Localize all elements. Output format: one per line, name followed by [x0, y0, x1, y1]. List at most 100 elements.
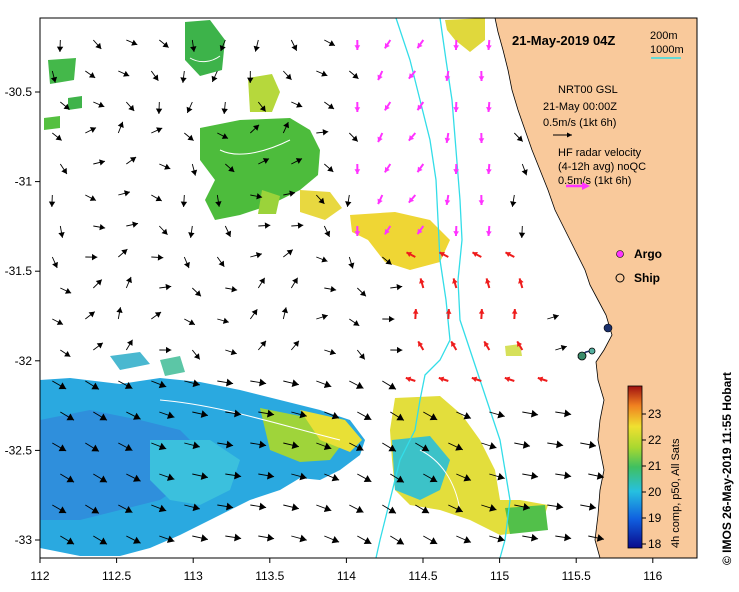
velocity-arrowhead — [455, 505, 463, 513]
velocity-arrowhead — [438, 376, 445, 383]
velocity-arrowhead — [564, 409, 572, 418]
velocity-arrowhead — [385, 258, 392, 265]
x-tick-label: 115.5 — [562, 569, 591, 583]
velocity-arrowhead — [50, 76, 58, 83]
map-title: 21-May-2019 04Z — [512, 33, 615, 48]
velocity-arrowhead — [478, 309, 485, 314]
velocity-arrowhead — [66, 475, 75, 483]
velocity-arrowhead — [321, 256, 328, 263]
x-axis: 112 112.5 113 113.5 114 114.5 115 115.5 116 — [30, 558, 663, 583]
y-axis: -30.5 -31 -31.5 -32 -32.5 -33 — [5, 85, 40, 547]
velocity-arrowhead — [256, 193, 263, 200]
velocity-arrowhead — [377, 74, 383, 81]
velocity-arrowhead — [295, 158, 303, 164]
velocity-arrowhead — [396, 346, 403, 354]
velocity-arrowhead — [260, 340, 267, 347]
svg-text:0.5m/s (1kt 6h): 0.5m/s (1kt 6h) — [543, 117, 616, 129]
velocity-arrowhead — [352, 72, 359, 79]
velocity-arrowhead — [192, 379, 200, 388]
velocity-arrowhead — [91, 382, 99, 390]
velocity-arrowhead — [510, 201, 517, 207]
velocity-arrowhead — [165, 346, 172, 354]
y-tick-label: -32.5 — [5, 443, 33, 457]
velocity-arrowhead — [193, 353, 200, 360]
velocity-arrowhead — [405, 376, 412, 383]
velocity-arrowhead — [321, 70, 328, 77]
velocity-arrowhead — [259, 502, 267, 511]
velocity-arrowhead — [419, 278, 425, 284]
velocity-arrowhead — [516, 135, 523, 142]
velocity-arrowhead — [155, 108, 163, 114]
ship-track — [577, 323, 613, 361]
velocity-arrowhead — [388, 315, 395, 323]
velocity-arrowhead — [267, 533, 275, 542]
velocity-arrowhead — [377, 136, 383, 143]
velocity-arrowhead — [283, 122, 290, 129]
velocity-arrowhead — [537, 376, 544, 383]
velocity-arrowhead — [429, 413, 438, 421]
velocity-arrowhead — [530, 533, 539, 542]
velocity-arrowhead — [323, 380, 332, 388]
sst-contours — [159, 55, 461, 511]
velocity-arrowhead — [58, 382, 67, 390]
velocity-arrowhead — [123, 190, 130, 197]
velocity-arrowhead — [323, 442, 332, 450]
velocity-arrowhead — [230, 349, 237, 356]
velocity-arrowhead — [88, 311, 95, 318]
velocity-arrowhead — [267, 409, 275, 418]
velocity-arrowhead — [156, 127, 163, 134]
velocity-arrowhead — [155, 195, 162, 202]
marker-legend: Argo Ship — [615, 247, 662, 285]
velocity-arrowhead — [247, 77, 254, 83]
x-tick-label: 114 — [337, 569, 356, 583]
velocity-arrowhead — [588, 502, 597, 511]
velocity-arrowhead — [489, 442, 497, 450]
velocity-arrowhead — [451, 341, 457, 347]
velocity-arrowhead — [291, 44, 298, 51]
velocity-arrowhead — [58, 444, 67, 452]
velocity-arrowhead — [253, 45, 260, 52]
velocity-arrowhead — [52, 261, 58, 268]
isobath-lines — [375, 18, 511, 558]
velocity-arrowhead — [353, 320, 360, 326]
velocity-arrowhead — [166, 411, 175, 419]
isobath-legend: 200m 1000m — [650, 30, 684, 59]
velocity-arrowhead — [363, 475, 372, 482]
velocity-arrowhead — [354, 107, 361, 112]
velocity-arrowhead — [408, 73, 415, 79]
velocity-arrowhead — [417, 166, 423, 173]
velocity-arrowhead — [180, 201, 188, 207]
velocity-arrowhead — [511, 309, 518, 314]
velocity-arrowhead — [161, 228, 168, 235]
velocity-arrowhead — [132, 221, 139, 228]
velocity-arrowhead — [124, 382, 133, 389]
velocity-arrowhead — [226, 440, 234, 449]
velocity-arrowhead — [218, 260, 225, 267]
velocity-arrowhead — [297, 222, 304, 229]
radar-velocity-legend: HF radar velocity (4-12h avg) noQC 0.5m/… — [558, 147, 646, 190]
velocity-arrowhead — [192, 441, 200, 450]
velocity-arrowhead — [123, 70, 130, 77]
argo-label: Argo — [634, 247, 662, 261]
x-tick-label: 113 — [184, 569, 203, 583]
velocity-arrowhead — [429, 537, 438, 545]
velocity-arrowhead — [251, 309, 258, 316]
velocity-arrowhead — [219, 44, 226, 52]
velocity-arrowhead — [99, 159, 105, 166]
velocity-arrowhead — [66, 537, 75, 545]
velocity-arrowhead — [200, 534, 208, 542]
velocity-arrowhead — [91, 506, 99, 514]
velocity-arrowhead — [384, 42, 390, 49]
svg-text:NRT00 GSL: NRT00 GSL — [558, 84, 618, 96]
velocity-arrowhead — [133, 412, 141, 420]
sst-patches — [40, 18, 548, 556]
velocity-arrowhead — [291, 379, 299, 388]
velocity-arrowhead — [596, 472, 604, 480]
svg-text:HF radar velocity: HF radar velocity — [558, 147, 642, 159]
colorbar-tick-label: 22 — [648, 433, 662, 447]
velocity-arrowhead — [478, 200, 485, 205]
velocity-arrowhead — [63, 103, 70, 110]
velocity-arrowhead — [530, 409, 539, 418]
ship-marker-icon — [615, 273, 625, 283]
velocity-arrowhead — [192, 503, 200, 512]
